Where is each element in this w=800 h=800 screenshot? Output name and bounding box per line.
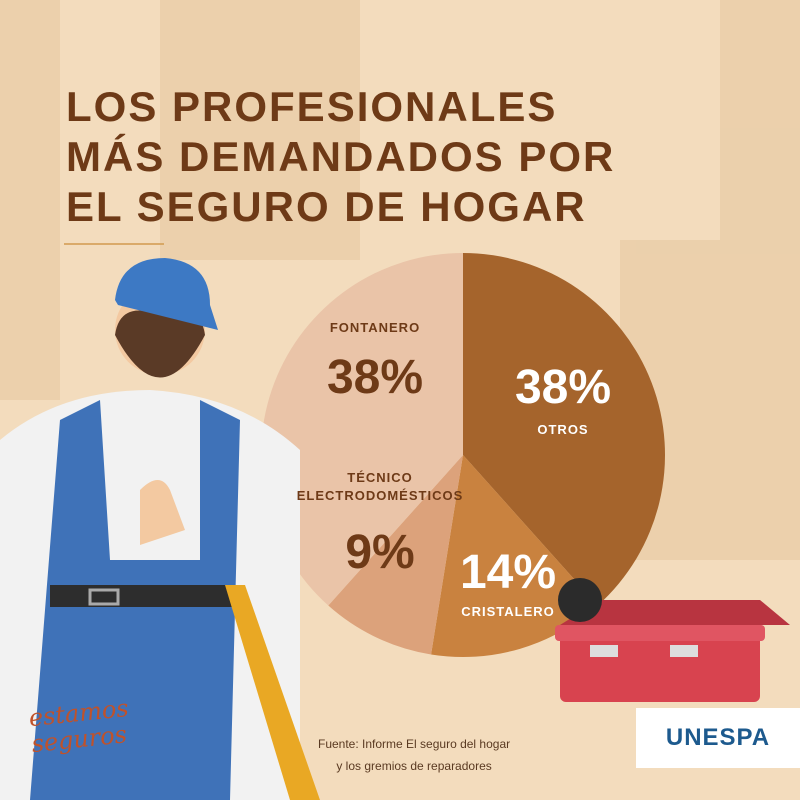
chart-title: LOS PROFESIONALES MÁS DEMANDADOS POR EL SE…: [66, 82, 615, 232]
value-label: 38%: [514, 361, 612, 414]
pie: [261, 253, 665, 657]
category-label: TÉCNICO ELECTRODOMÉSTICOS: [296, 470, 464, 503]
slogan: estamos seguros: [27, 694, 133, 758]
pie-slice: [328, 455, 463, 655]
title-line: MÁS DEMANDADOS POR: [66, 133, 616, 180]
category-label: CRISTALERO: [461, 604, 555, 619]
worker-illustration: [0, 258, 320, 800]
logo: UNESPA: [636, 708, 800, 768]
pie-slice: [431, 455, 598, 657]
source-line: Fuente: Informe El seguro del hogar: [318, 737, 511, 751]
category-label: FONTANERO: [329, 320, 421, 335]
toolbox-illustration: [555, 578, 790, 702]
source-line: y los gremios de reparadores: [336, 759, 492, 773]
title-line: LOS PROFESIONALES: [66, 83, 558, 130]
pie-slice: [261, 253, 463, 606]
value-label: 38%: [326, 351, 424, 404]
pie-slice: [463, 253, 665, 606]
title-line: EL SEGURO DE HOGAR: [66, 183, 587, 230]
source: Fuente: Informe El seguro del hogar y los…: [318, 733, 510, 777]
background-buildings: [0, 0, 800, 560]
category-label: OTROS: [537, 422, 589, 437]
value-label: 9%: [345, 526, 415, 579]
value-label: 14%: [459, 546, 557, 599]
